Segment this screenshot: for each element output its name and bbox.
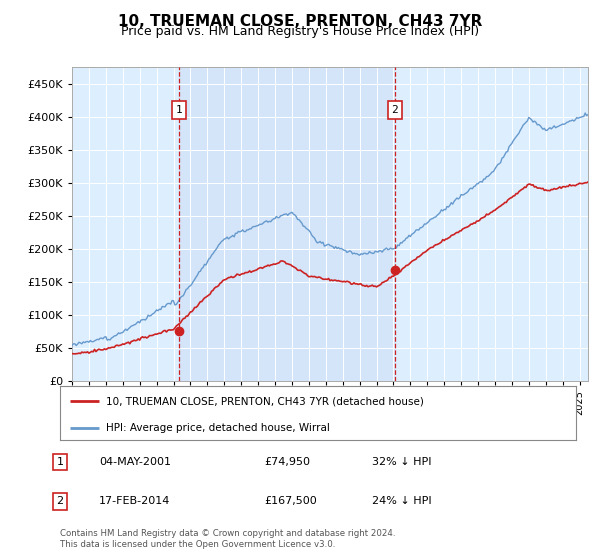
Bar xyxy=(179,67,395,381)
Text: 32% ↓ HPI: 32% ↓ HPI xyxy=(372,457,431,467)
Text: Price paid vs. HM Land Registry's House Price Index (HPI): Price paid vs. HM Land Registry's House … xyxy=(121,25,479,38)
Text: 1: 1 xyxy=(56,457,64,467)
Text: 24% ↓ HPI: 24% ↓ HPI xyxy=(372,496,431,506)
Text: Contains HM Land Registry data © Crown copyright and database right 2024.
This d: Contains HM Land Registry data © Crown c… xyxy=(60,529,395,549)
Text: £167,500: £167,500 xyxy=(264,496,317,506)
Text: 2: 2 xyxy=(391,105,398,115)
Text: 2: 2 xyxy=(56,496,64,506)
Text: 10, TRUEMAN CLOSE, PRENTON, CH43 7YR (detached house): 10, TRUEMAN CLOSE, PRENTON, CH43 7YR (de… xyxy=(106,396,424,407)
Text: 1: 1 xyxy=(176,105,182,115)
Text: £74,950: £74,950 xyxy=(264,457,310,467)
Text: 17-FEB-2014: 17-FEB-2014 xyxy=(99,496,170,506)
Text: 10, TRUEMAN CLOSE, PRENTON, CH43 7YR: 10, TRUEMAN CLOSE, PRENTON, CH43 7YR xyxy=(118,14,482,29)
Text: HPI: Average price, detached house, Wirral: HPI: Average price, detached house, Wirr… xyxy=(106,423,331,433)
Text: 04-MAY-2001: 04-MAY-2001 xyxy=(99,457,171,467)
